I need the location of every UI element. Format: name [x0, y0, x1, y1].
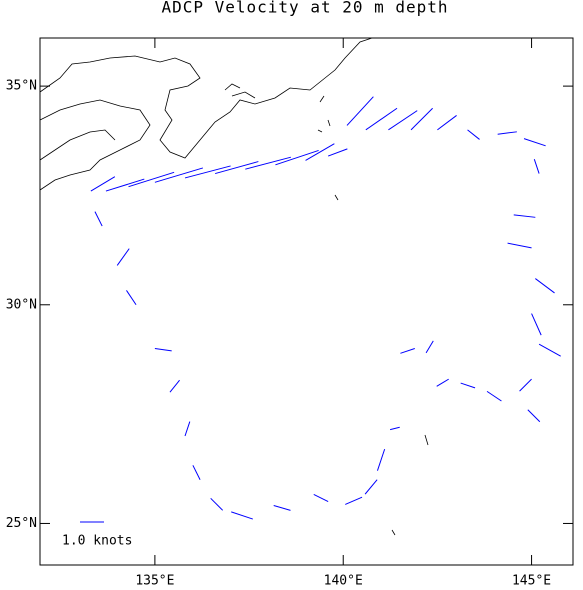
velocity-vector: [210, 497, 224, 511]
velocity-vector: [436, 378, 449, 387]
velocity-vector: [128, 171, 175, 188]
velocity-vector: [215, 161, 259, 175]
velocity-vector: [364, 479, 378, 495]
velocity-vector: [460, 382, 476, 389]
velocity-vector: [105, 178, 145, 192]
velocity-vector: [410, 107, 433, 131]
x-tick-label: 135°E: [135, 574, 174, 589]
velocity-vector: [346, 96, 374, 126]
velocity-vector: [192, 465, 201, 480]
velocity-vector: [507, 242, 532, 249]
velocity-vector: [126, 290, 137, 306]
frame: [39, 37, 574, 566]
velocity-vector: [497, 131, 517, 135]
velocity-vector: [154, 348, 172, 352]
velocity-vector: [390, 426, 400, 431]
coastline: [39, 37, 429, 536]
velocity-vector: [305, 143, 335, 161]
y-tick-label: 35°N: [6, 79, 37, 94]
velocity-vector: [535, 278, 555, 294]
velocity-vector: [275, 149, 319, 166]
velocity-vector: [467, 129, 480, 140]
velocity-vector: [184, 165, 231, 179]
velocity-vector: [184, 421, 191, 437]
velocity-vector: [523, 138, 546, 147]
y-tick-label: 25°N: [6, 516, 37, 531]
velocity-vector: [486, 390, 502, 402]
velocity-vector: [345, 496, 363, 505]
velocity-vector: [533, 159, 540, 174]
velocity-vector: [376, 448, 386, 471]
velocity-vector: [513, 214, 536, 218]
velocity-vector: [90, 176, 116, 192]
velocity-vector: [425, 340, 434, 354]
velocity-vector: [388, 110, 418, 131]
velocity-vector: [116, 248, 130, 266]
x-tick-label: 145°E: [512, 574, 551, 589]
velocity-vector: [273, 505, 291, 511]
velocity-vector: [400, 348, 415, 354]
map-title: ADCP Velocity at 20 m depth: [161, 0, 448, 17]
velocity-vector: [313, 493, 329, 503]
velocity-vector: [231, 511, 253, 520]
velocity-vector: [437, 115, 457, 131]
x-tick-label: 140°E: [324, 574, 363, 589]
velocity-vector: [154, 167, 204, 183]
velocity-vector: [169, 379, 180, 393]
velocity-vector: [538, 343, 561, 357]
velocity-vector: [94, 211, 103, 227]
y-tick-label: 30°N: [6, 297, 37, 312]
velocity-vector: [327, 148, 348, 157]
velocity-vector: [245, 156, 292, 170]
velocity-vector: [519, 378, 532, 392]
legend-label: 1.0 knots: [62, 534, 132, 549]
velocity-vector: [531, 313, 542, 336]
velocity-vector: [527, 409, 541, 423]
velocity-vector: [365, 107, 398, 131]
